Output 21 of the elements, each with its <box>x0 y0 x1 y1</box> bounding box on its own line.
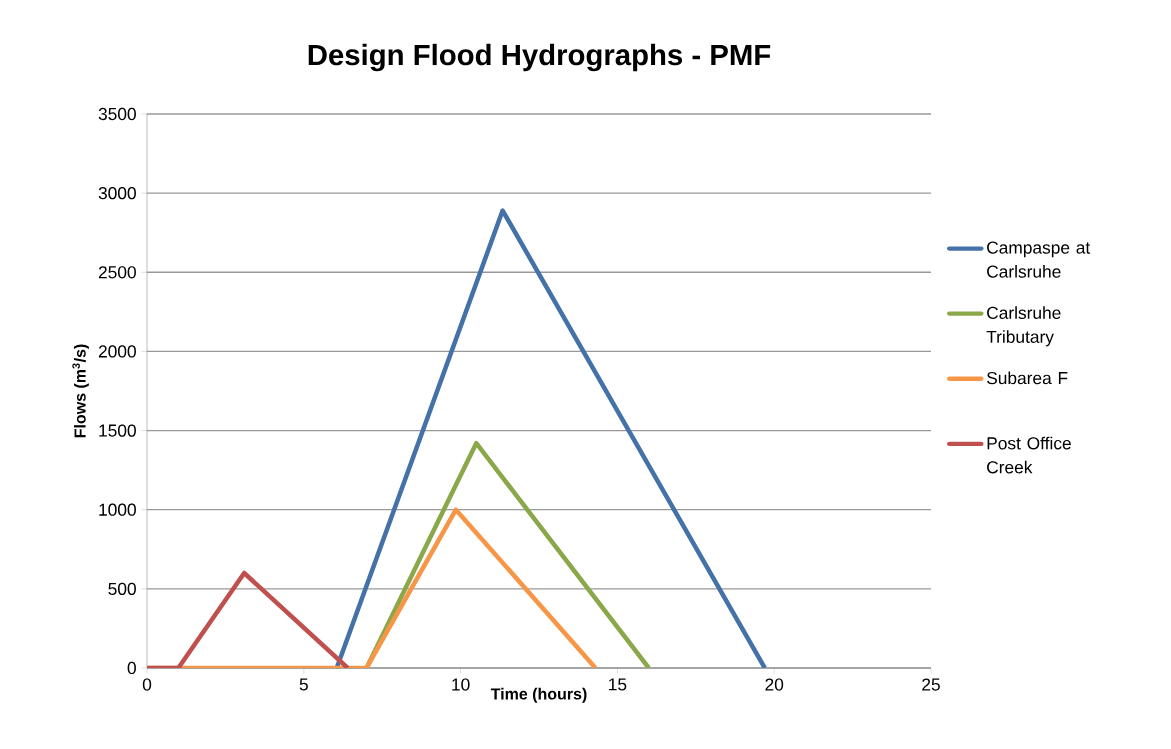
x-tick-label: 15 <box>609 678 627 691</box>
y-tick-label: 500 <box>108 582 136 595</box>
y-tick-label: 2500 <box>98 266 136 279</box>
y-tick-label: 1000 <box>99 503 136 516</box>
x-tick-label: 5 <box>299 678 308 691</box>
y-tick-label: 2000 <box>98 345 136 358</box>
x-tick-label: 0 <box>142 678 152 691</box>
legend-label: Carlsruhe Tributary <box>986 306 1061 347</box>
x-axis-title: Time (hours) <box>490 687 587 703</box>
legend-label: Campaspe at Carlsruhe <box>987 241 1091 278</box>
legend-label: Subarea F <box>987 371 1068 385</box>
y-tick-label: 0 <box>127 661 136 675</box>
y-tick-label: 3500 <box>98 107 136 121</box>
x-tick-label: 25 <box>922 678 940 691</box>
x-tick-label: 20 <box>765 678 784 691</box>
chart-title: Design Flood Hydrographs - PMF <box>308 43 771 72</box>
y-tick-label: 3000 <box>98 186 136 200</box>
y-axis-title: Flows (m$^{3}$/s) <box>72 344 89 438</box>
legend-label: Post Office Creek <box>987 436 1071 474</box>
y-tick-label: 1500 <box>99 424 136 437</box>
x-tick-label: 10 <box>452 678 470 691</box>
